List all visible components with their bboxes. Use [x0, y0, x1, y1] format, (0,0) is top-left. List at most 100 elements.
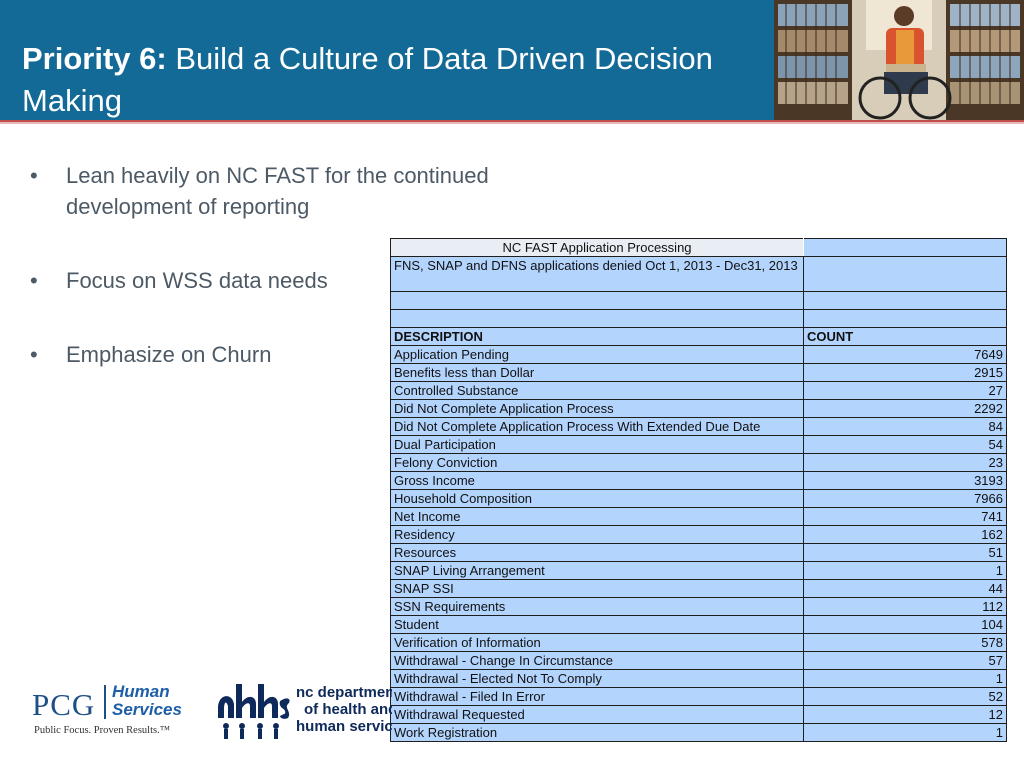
- row-description: Application Pending: [390, 345, 804, 364]
- row-description: Resources: [390, 543, 804, 562]
- table-row: Withdrawal - Filed In Error 52: [390, 687, 1007, 706]
- pcg-human-services-logo: PCG Human Services Public Focus. Proven …: [32, 683, 212, 743]
- row-description: Residency: [390, 525, 804, 544]
- table-row: Verification of Information 578: [390, 633, 1007, 652]
- bullet-item: • Emphasize on Churn: [30, 339, 490, 370]
- pcg-tagline: Public Focus. Proven Results.™: [34, 725, 171, 736]
- column-header-description: DESCRIPTION: [390, 327, 804, 346]
- bullet-text: Emphasize on Churn: [66, 342, 272, 367]
- row-description: Student: [390, 615, 804, 634]
- row-count: 57: [803, 651, 1007, 670]
- table-row: Dual Participation 54: [390, 435, 1007, 454]
- row-description: Controlled Substance: [390, 381, 804, 400]
- row-description: SNAP Living Arrangement: [390, 561, 804, 580]
- column-header-count: COUNT: [803, 327, 1007, 346]
- table-spacer: [803, 309, 1007, 328]
- bullet-dot: •: [30, 268, 38, 293]
- row-count: 54: [803, 435, 1007, 454]
- row-count: 2292: [803, 399, 1007, 418]
- row-count: 1: [803, 561, 1007, 580]
- human-services-label: Human Services: [112, 683, 182, 719]
- table-row: Residency 162: [390, 525, 1007, 544]
- row-count: 44: [803, 579, 1007, 598]
- row-description: Did Not Complete Application Process Wit…: [390, 417, 804, 436]
- table-subtitle: FNS, SNAP and DFNS applications denied O…: [390, 256, 804, 292]
- dhhs-line: nc department: [296, 684, 392, 701]
- row-description: Verification of Information: [390, 633, 804, 652]
- nc-dhhs-wordmark: nc department of health and human servic…: [296, 684, 392, 744]
- table-row: Controlled Substance 27: [390, 381, 1007, 400]
- row-count: 112: [803, 597, 1007, 616]
- bullet-item: • Focus on WSS data needs: [30, 265, 490, 296]
- table-row: Student 104: [390, 615, 1007, 634]
- human-label: Human: [112, 682, 170, 701]
- services-label: Services: [112, 700, 182, 719]
- row-count: 741: [803, 507, 1007, 526]
- bullet-text: Lean heavily on NC FAST for the continue…: [66, 163, 489, 219]
- row-description: Work Registration: [390, 723, 804, 742]
- title-priority: Priority 6:: [22, 41, 167, 76]
- table-row: SSN Requirements 112: [390, 597, 1007, 616]
- row-count: 7649: [803, 345, 1007, 364]
- dhhs-logo-mark: [212, 678, 294, 742]
- table-row: Resources 51: [390, 543, 1007, 562]
- bullet-list: • Lean heavily on NC FAST for the continu…: [30, 160, 490, 413]
- table-row: SNAP SSI 44: [390, 579, 1007, 598]
- title-text: Build a Culture of Data Driven Decision …: [22, 41, 713, 118]
- table-spacer: [390, 309, 804, 328]
- row-description: SSN Requirements: [390, 597, 804, 616]
- table-row: Benefits less than Dollar 2915: [390, 363, 1007, 382]
- table-row: Net Income 741: [390, 507, 1007, 526]
- row-description: Benefits less than Dollar: [390, 363, 804, 382]
- row-count: 1: [803, 669, 1007, 688]
- row-description: Gross Income: [390, 471, 804, 490]
- table-row: Did Not Complete Application Process 2292: [390, 399, 1007, 418]
- row-count: 23: [803, 453, 1007, 472]
- table-row: Felony Conviction 23: [390, 453, 1007, 472]
- row-count: 84: [803, 417, 1007, 436]
- row-count: 51: [803, 543, 1007, 562]
- row-description: Withdrawal - Elected Not To Comply: [390, 669, 804, 688]
- row-count: 12: [803, 705, 1007, 724]
- library-photo: [774, 0, 1024, 120]
- slide-header: Priority 6: Build a Culture of Data Driv…: [0, 0, 1024, 120]
- table-spacer: [803, 291, 1007, 310]
- bullet-dot: •: [30, 163, 38, 188]
- pcg-wordmark: PCG: [32, 687, 96, 722]
- row-description: Net Income: [390, 507, 804, 526]
- table-title: NC FAST Application Processing: [390, 238, 804, 257]
- bullet-dot: •: [30, 342, 38, 367]
- table-spacer: [390, 291, 804, 310]
- row-description: Withdrawal - Filed In Error: [390, 687, 804, 706]
- row-count: 1: [803, 723, 1007, 742]
- table-row: Withdrawal - Change In Circumstance 57: [390, 651, 1007, 670]
- row-count: 52: [803, 687, 1007, 706]
- row-count: 162: [803, 525, 1007, 544]
- dhhs-line: of health and: [304, 701, 392, 718]
- row-description: Withdrawal Requested: [390, 705, 804, 724]
- table-subtitle-blank: [803, 256, 1007, 292]
- table-row: Withdrawal Requested 12: [390, 705, 1007, 724]
- row-count: 578: [803, 633, 1007, 652]
- row-count: 27: [803, 381, 1007, 400]
- table-row: Application Pending 7649: [390, 345, 1007, 364]
- slide-title: Priority 6: Build a Culture of Data Driv…: [22, 38, 742, 122]
- header-divider: [0, 120, 1024, 122]
- applications-denied-table: NC FAST Application Processing FNS, SNAP…: [390, 238, 1007, 742]
- bullet-text: Focus on WSS data needs: [66, 268, 328, 293]
- row-description: Felony Conviction: [390, 453, 804, 472]
- dhhs-line: human services: [296, 718, 392, 735]
- row-count: 2915: [803, 363, 1007, 382]
- row-description: Did Not Complete Application Process: [390, 399, 804, 418]
- bullet-item: • Lean heavily on NC FAST for the continu…: [30, 160, 490, 222]
- row-description: Household Composition: [390, 489, 804, 508]
- header-divider-light: [0, 122, 1024, 124]
- row-description: Dual Participation: [390, 435, 804, 454]
- row-count: 3193: [803, 471, 1007, 490]
- table-row: Gross Income 3193: [390, 471, 1007, 490]
- table-row: Work Registration 1: [390, 723, 1007, 742]
- table-row: Did Not Complete Application Process Wit…: [390, 417, 1007, 436]
- table-row: Withdrawal - Elected Not To Comply 1: [390, 669, 1007, 688]
- row-description: SNAP SSI: [390, 579, 804, 598]
- data-table-image: NC FAST Application Processing FNS, SNAP…: [390, 238, 1007, 748]
